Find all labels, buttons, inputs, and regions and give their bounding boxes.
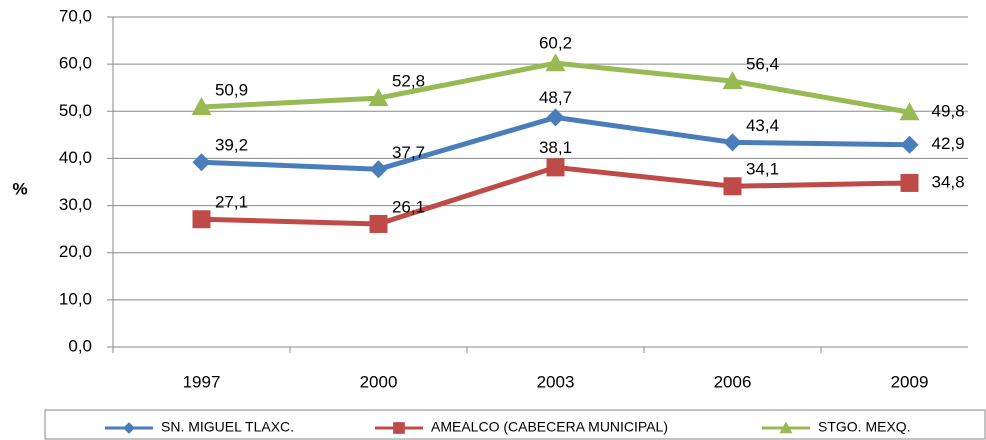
data-point	[899, 102, 920, 121]
data-point	[900, 173, 919, 192]
data-label: 26,1	[392, 197, 425, 216]
y-tick-label: 0,0	[68, 336, 92, 355]
data-label: 39,2	[215, 136, 248, 155]
data-label: 37,7	[392, 143, 425, 162]
y-tick-label: 30,0	[59, 195, 92, 214]
y-tick-label: 60,0	[59, 54, 92, 73]
data-point	[192, 210, 211, 229]
data-label: 49,8	[932, 102, 965, 121]
data-label: 34,1	[746, 160, 779, 179]
x-tick-label: 2009	[891, 372, 929, 391]
y-axis-label: %	[12, 179, 27, 198]
data-label: 27,1	[215, 193, 248, 212]
data-point	[723, 177, 742, 196]
x-tick-label: 2003	[537, 372, 575, 391]
data-label: 52,8	[392, 72, 425, 91]
data-label: 48,7	[539, 88, 572, 107]
data-label: 50,9	[215, 81, 248, 100]
y-tick-label: 40,0	[59, 148, 92, 167]
legend-label: AMEALCO (CABECERA MUNICIPAL)	[431, 419, 668, 435]
data-point	[546, 158, 565, 177]
legend-marker	[123, 422, 135, 434]
data-label: 56,4	[746, 55, 779, 74]
y-tick-label: 10,0	[59, 289, 92, 308]
data-point	[900, 135, 919, 154]
data-label: 38,1	[539, 138, 572, 157]
legend-marker	[779, 421, 793, 434]
data-point	[723, 133, 742, 152]
data-point	[369, 160, 388, 179]
legend-marker	[393, 422, 405, 434]
data-label: 42,9	[932, 134, 965, 153]
x-tick-label: 2006	[714, 372, 752, 391]
data-label: 34,8	[932, 172, 965, 191]
data-label: 60,2	[539, 34, 572, 53]
data-point	[545, 53, 566, 72]
data-point	[368, 88, 389, 107]
legend-label: SN. MIGUEL TLAXC.	[161, 419, 294, 435]
data-label: 43,4	[746, 116, 779, 135]
y-tick-label: 20,0	[59, 242, 92, 261]
x-tick-label: 2000	[360, 372, 398, 391]
data-point	[546, 108, 565, 127]
x-tick-label: 1997	[183, 372, 221, 391]
data-point	[369, 214, 388, 233]
data-point	[191, 97, 212, 116]
legend-box	[44, 409, 986, 440]
data-point	[192, 153, 211, 172]
data-point	[722, 71, 743, 90]
y-tick-label: 70,0	[59, 6, 92, 25]
legend-label: STGO. MEXQ.	[818, 419, 911, 435]
y-tick-label: 50,0	[59, 101, 92, 120]
